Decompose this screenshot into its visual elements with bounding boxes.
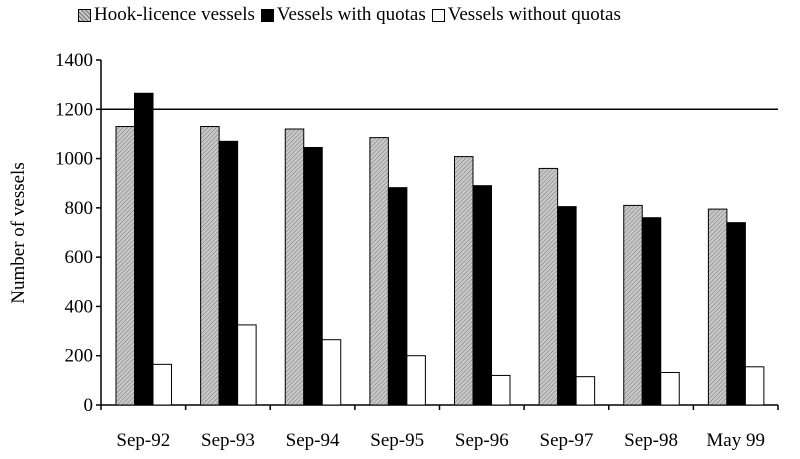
legend-item-hook-licence: Hook-licence vessels	[78, 4, 255, 26]
legend-item-without-quotas: Vessels without quotas	[431, 4, 621, 26]
bar-solid	[134, 92, 154, 406]
legend-swatch-empty	[431, 8, 445, 22]
bar-empty	[152, 363, 172, 406]
legend: Hook-licence vessels Vessels with quotas…	[78, 4, 627, 26]
y-tick-label: 600	[65, 247, 94, 268]
x-tick-label: Sep-92	[116, 430, 170, 451]
y-tick-label: 0	[84, 395, 94, 416]
bar-hatched	[115, 126, 135, 406]
y-tick-label: 1400	[55, 50, 93, 71]
bar-solid	[218, 140, 239, 406]
bar-hatched	[707, 208, 728, 406]
bar-empty	[744, 366, 765, 406]
bar-empty	[491, 374, 511, 406]
legend-label: Vessels with quotas	[276, 4, 426, 25]
x-tick-label: Sep-98	[624, 430, 678, 451]
y-tick-label: 400	[65, 296, 94, 317]
y-tick-label: 1200	[55, 99, 93, 120]
legend-label: Vessels without quotas	[447, 4, 621, 25]
legend-swatch-solid	[260, 8, 274, 22]
legend-swatch-hatched	[78, 8, 91, 22]
legend-label: Hook-licence vessels	[94, 4, 255, 25]
bar-hatched	[200, 126, 220, 406]
bar-solid	[303, 146, 323, 406]
y-tick-label: 1000	[55, 149, 93, 170]
y-tick-label: 800	[65, 198, 94, 219]
bar-solid	[557, 206, 577, 406]
x-tick-label: Sep-95	[370, 430, 424, 451]
y-axis-label: Number of vessels	[8, 162, 29, 303]
bar-empty	[575, 376, 596, 406]
bar-solid	[641, 217, 662, 406]
x-tick-label: May 99	[706, 430, 765, 451]
bar-hatched	[284, 128, 305, 406]
bar-solid	[387, 187, 408, 406]
bar-hatched	[454, 156, 474, 406]
x-tick-label: Sep-94	[286, 430, 340, 451]
bar-solid	[472, 185, 492, 406]
bar-hatched	[623, 204, 643, 406]
bar-empty	[321, 339, 342, 406]
bar-empty	[660, 371, 680, 406]
x-tick-label: Sep-93	[201, 430, 255, 451]
bar-empty	[406, 355, 426, 406]
bar-hatched	[369, 137, 389, 406]
y-tick-label: 200	[65, 346, 94, 367]
x-tick-label: Sep-97	[540, 430, 594, 451]
bar-empty	[237, 324, 257, 406]
x-tick-label: Sep-96	[455, 430, 509, 451]
legend-item-with-quotas: Vessels with quotas	[260, 4, 426, 26]
bar-hatched	[538, 167, 559, 406]
bar-solid	[726, 222, 746, 406]
